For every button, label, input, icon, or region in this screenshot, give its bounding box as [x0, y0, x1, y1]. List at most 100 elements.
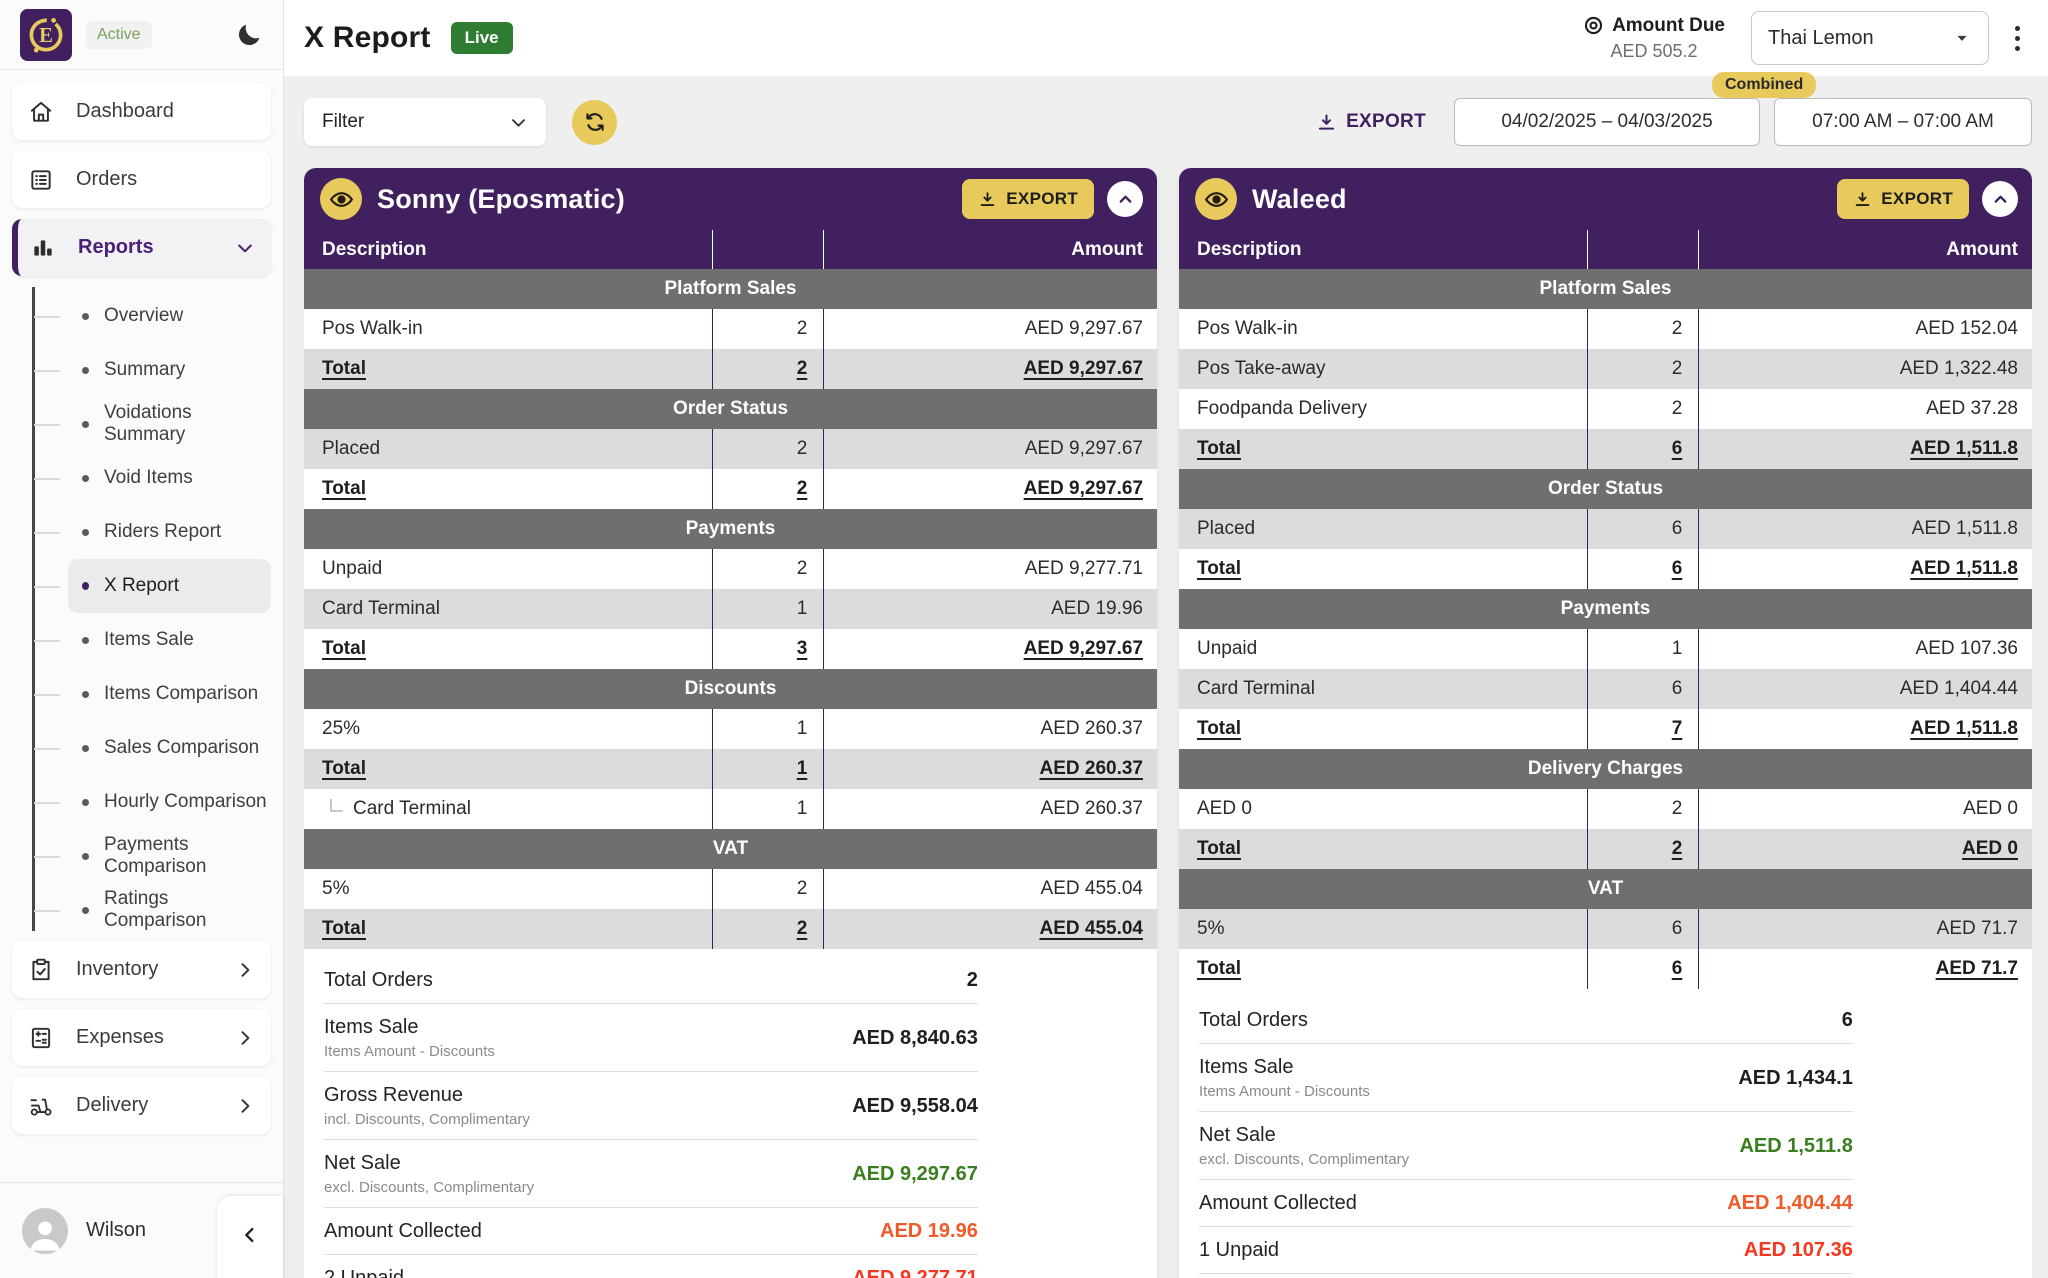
row-amount-cell: AED 107.36 [1915, 638, 2018, 659]
kebab-menu[interactable] [2009, 20, 2026, 57]
filter-select[interactable]: Filter [304, 98, 546, 146]
table-row: Total 2 AED 455.04 [304, 909, 1157, 949]
expenses-icon [28, 1025, 54, 1051]
card-export-button[interactable]: EXPORT [1837, 179, 1969, 219]
summary-labels: Amount Collected [1199, 1192, 1357, 1215]
sidebar-subitem-items-sale[interactable]: Items Sale [34, 613, 271, 667]
summary-row: Gross Revenue incl. Discounts, Compliment… [324, 1072, 978, 1140]
inventory-icon [28, 957, 54, 983]
summary-sublabel: excl. Discounts, Complimentary [1199, 1151, 1410, 1168]
sidebar-subitem-hourly-comparison[interactable]: Hourly Comparison [34, 775, 271, 829]
indent-corner-icon [330, 798, 343, 812]
summary-sublabel: Items Amount - Discounts [1199, 1083, 1370, 1100]
row-label-cell: 25% [304, 709, 714, 749]
row-label-cell: Total [1179, 829, 1589, 869]
report-cards: Sonny (Eposmatic) EXPORT Description Amount… [304, 168, 2032, 1278]
summary-labels: Net Sale excl. Discounts, Complimentary [324, 1152, 534, 1196]
download-icon [978, 190, 997, 209]
row-label-cell: Total [304, 749, 714, 789]
row-label-cell: Total [1179, 429, 1589, 469]
summary-labels: Items Sale Items Amount - Discounts [324, 1016, 495, 1060]
sidebar-item-dashboard[interactable]: Dashboard [12, 83, 271, 140]
sidebar-subitem-x-report[interactable]: X Report [34, 559, 271, 613]
sidebar-subitem-ratings-comparison[interactable]: Ratings Comparison [34, 883, 271, 937]
sidebar-collapse-button[interactable] [217, 1196, 283, 1278]
table-row: Unpaid 2 AED 9,277.71 [304, 549, 1157, 589]
column-description: Description [1179, 230, 1589, 269]
summary-value: AED 9,297.67 [852, 1162, 978, 1185]
export-button[interactable]: EXPORT [1316, 111, 1426, 133]
sidebar-subitem-overview[interactable]: Overview [34, 289, 271, 343]
topbar: X Report Live Amount Due AED 505.2 Thai … [284, 0, 2048, 76]
row-count-cell: 2 [1588, 789, 1700, 829]
dark-mode-toggle-moon-icon[interactable] [236, 21, 263, 48]
refresh-button[interactable] [572, 99, 617, 145]
row-count-cell: 2 [713, 549, 825, 589]
chevron-down-icon [1952, 28, 1972, 48]
row-count-cell: 2 [1588, 349, 1700, 389]
table-row: Placed 2 AED 9,297.67 [304, 429, 1157, 469]
summary-value: AED 8,840.63 [852, 1026, 978, 1049]
delivery-icon [28, 1093, 54, 1119]
summary-value: AED 9,558.04 [852, 1094, 978, 1117]
section-header-vat: VAT [1179, 869, 2032, 909]
row-amount-cell: AED 152.04 [1915, 318, 2018, 339]
card-export-button[interactable]: EXPORT [962, 179, 1094, 219]
sidebar-subitem-label: Voidations Summary [104, 402, 192, 445]
sidebar-item-orders[interactable]: Orders [12, 151, 271, 208]
section-header-order-status: Order Status [1179, 469, 2032, 509]
summary-label: Total Orders [324, 969, 433, 991]
table-row: Total 2 AED 0 [1179, 829, 2032, 869]
sidebar-subitem-riders-report[interactable]: Riders Report [34, 505, 271, 559]
sidebar-subitem-payments-comparison[interactable]: Payments Comparison [34, 829, 271, 883]
summary-row: Amount Collected AED 19.96 [324, 1208, 978, 1255]
sidebar-subitem-voidations-summary[interactable]: Voidations Summary [34, 397, 271, 451]
row-amount-cell: AED 71.7 [1935, 958, 2018, 979]
sidebar-subitem-items-comparison[interactable]: Items Comparison [34, 667, 271, 721]
row-count-cell: 2 [713, 349, 825, 389]
row-count-cell: 7 [1588, 709, 1700, 749]
row-label-cell: Card Terminal [304, 589, 714, 629]
table-row: Card Terminal 1 AED 19.96 [304, 589, 1157, 629]
row-count-cell: 2 [713, 869, 825, 909]
sidebar-subitem-void-items[interactable]: Void Items [34, 451, 271, 505]
row-amount-cell: AED 9,297.67 [1023, 478, 1143, 499]
section-header-payments: Payments [1179, 589, 2032, 629]
sidebar-item-reports[interactable]: Reports [12, 219, 271, 276]
row-count-cell: 6 [1588, 949, 1700, 989]
sidebar-subitem-label: Riders Report [104, 521, 222, 542]
section-header-platform-sales: Platform Sales [1179, 269, 2032, 309]
date-range-input[interactable]: 04/02/2025 – 04/03/2025 [1454, 98, 1760, 146]
row-count-cell: 2 [713, 909, 825, 949]
orders-icon [28, 167, 54, 193]
summary-value: 2 [966, 969, 978, 991]
chevron-up-icon [1116, 190, 1135, 209]
eye-icon [1203, 186, 1230, 213]
summary-value: AED 19.96 [880, 1220, 978, 1242]
reports-icon [30, 235, 56, 261]
sidebar-item-inventory[interactable]: Inventory [12, 941, 271, 998]
sidebar-subitem-label: Sales Comparison [104, 737, 260, 758]
card-collapse-button[interactable] [1982, 181, 2018, 217]
row-label-cell: Placed [1179, 509, 1589, 549]
time-range-input[interactable]: 07:00 AM – 07:00 AM [1774, 98, 2032, 146]
sidebar-subitem-label: Ratings Comparison [104, 888, 207, 931]
sidebar-item-delivery[interactable]: Delivery [12, 1077, 271, 1134]
sidebar-subitem-summary[interactable]: Summary [34, 343, 271, 397]
card-collapse-button[interactable] [1107, 181, 1143, 217]
row-amount-cell: AED 0 [1963, 798, 2018, 819]
row-count-cell: 1 [1588, 629, 1700, 669]
page-title: X Report [304, 21, 431, 54]
column-count [1588, 230, 1700, 269]
store-selector[interactable]: Thai Lemon [1751, 11, 1989, 65]
row-label-cell: Total [304, 469, 714, 509]
row-count-cell: 6 [1588, 429, 1700, 469]
table-column-header: Description Amount [1179, 230, 2032, 269]
summary-labels: Items Sale Items Amount - Discounts [1199, 1056, 1370, 1100]
summary-labels: Net Sale excl. Discounts, Complimentary [1199, 1124, 1409, 1168]
section-header-delivery-charges: Delivery Charges [1179, 749, 2032, 789]
sidebar-item-expenses[interactable]: Expenses [12, 1009, 271, 1066]
sidebar-subitem-sales-comparison[interactable]: Sales Comparison [34, 721, 271, 775]
table-row: Pos Walk-in 2 AED 9,297.67 [304, 309, 1157, 349]
sidebar-user[interactable]: Wilson [0, 1182, 283, 1278]
